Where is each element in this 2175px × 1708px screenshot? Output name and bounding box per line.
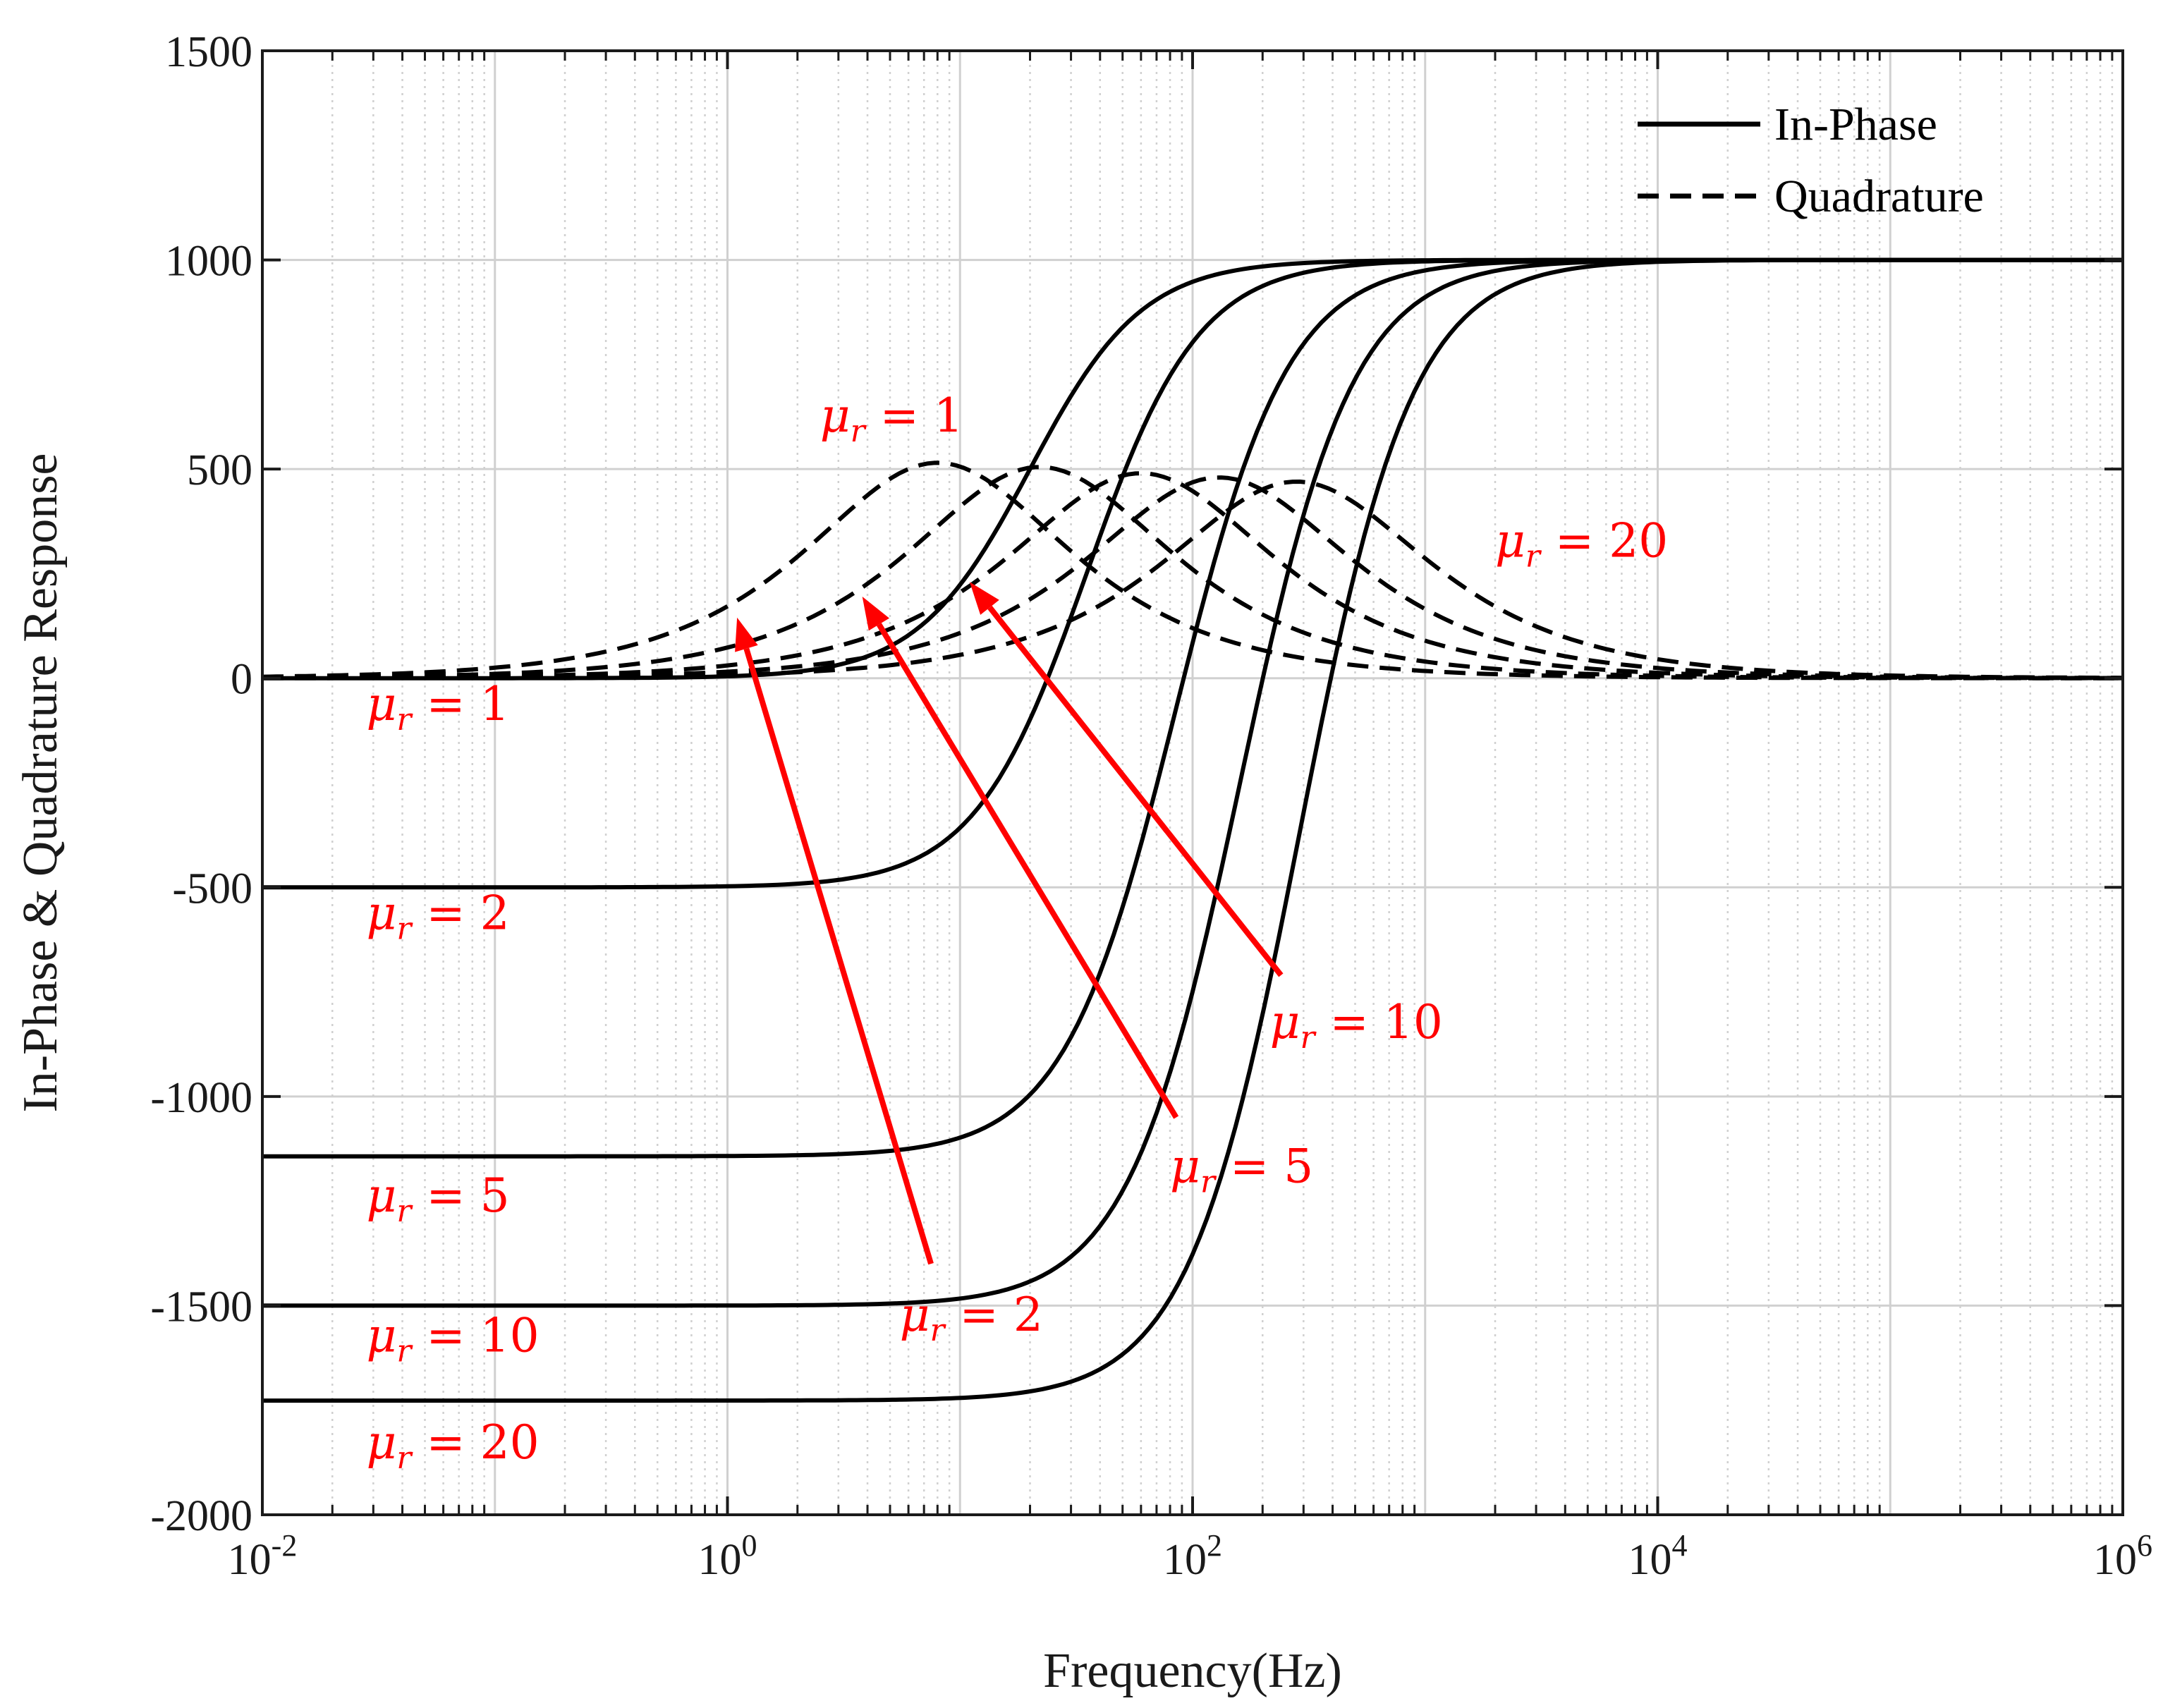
- y-tick-label: 0: [231, 656, 252, 704]
- legend-label-quadrature: Quadrature: [1774, 171, 1984, 222]
- y-tick-label: 1000: [165, 238, 252, 286]
- tick-marks: [261, 49, 2124, 1516]
- arrows-group: [735, 582, 1284, 1265]
- annotation-arrow-mu5: μr = 5: [1170, 1139, 1313, 1200]
- x-tick-label: 102: [1163, 1528, 1222, 1584]
- annotation-q-mu20: μr = 20: [1495, 514, 1668, 575]
- annotation-q-mu1: μr = 1: [820, 389, 963, 449]
- annotations-group: μr = 1 μr = 20 μr = 1 μr = 2 μr = 5 μr = 10 μr…: [366, 389, 1668, 1476]
- y-tick-label: -2000: [150, 1492, 252, 1540]
- y-tick-label: -1500: [150, 1283, 252, 1331]
- annotation-ip-mu1: μr = 1: [366, 677, 509, 738]
- x-tick-label: 104: [1628, 1528, 1688, 1584]
- y-axis-title: In-Phase & Quadrature Response: [13, 453, 68, 1112]
- quadrature-line-mu20: [262, 480, 2124, 681]
- inphase-line-mu20: [262, 257, 2123, 1403]
- annotation-arrow-mu2: μr = 2: [900, 1288, 1043, 1348]
- arrow-head-0: [735, 617, 758, 652]
- legend-label-in-phase: In-Phase: [1774, 99, 1937, 150]
- annotation-ip-mu10: μr = 10: [366, 1309, 539, 1370]
- annotation-arrow-mu10: μr = 10: [1270, 995, 1443, 1056]
- arrow-line-0: [743, 647, 934, 1265]
- x-axis-tick-labels: 10-2 100 102 104 106: [228, 1528, 2152, 1584]
- annotation-ip-mu2: μr = 2: [366, 886, 509, 947]
- arrow-line-2: [987, 605, 1284, 977]
- arrow-line-1: [877, 623, 1179, 1119]
- y-tick-label: -1000: [150, 1074, 252, 1122]
- x-tick-label: 106: [2093, 1528, 2152, 1584]
- series-group: [262, 257, 2124, 1403]
- y-tick-label: -500: [172, 865, 252, 913]
- arrow-head-1: [862, 597, 889, 631]
- grid: [262, 51, 2123, 1515]
- x-axis-title: Frequency(Hz): [1043, 1644, 1342, 1698]
- annotation-ip-mu5: μr = 5: [366, 1169, 509, 1229]
- y-tick-label: 1500: [165, 28, 252, 76]
- annotation-ip-mu20: μr = 20: [366, 1415, 539, 1476]
- x-tick-label: 100: [698, 1528, 757, 1584]
- legend: In-Phase Quadrature: [1638, 99, 1984, 222]
- arrow-head-2: [969, 582, 999, 615]
- x-tick-label: 10-2: [228, 1528, 298, 1584]
- y-axis-tick-labels: 1500 1000 500 0 -500 -1000 -1500 -2000: [150, 28, 252, 1540]
- y-tick-label: 500: [187, 446, 252, 494]
